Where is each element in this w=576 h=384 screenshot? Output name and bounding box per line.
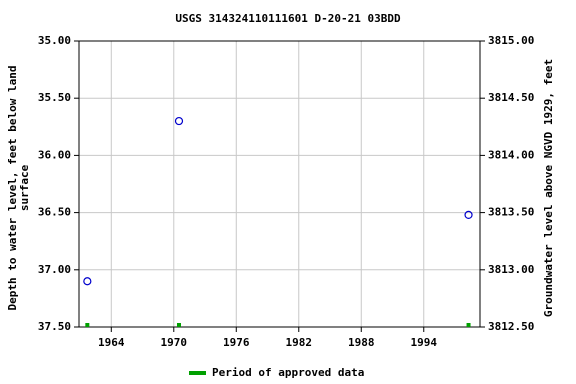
approved-period: [176, 323, 181, 327]
y-tick-label: 37.00: [38, 263, 71, 276]
y2-tick-label: 3813.50: [488, 206, 534, 219]
x-tick-label: 1994: [411, 336, 438, 349]
approved-period: [466, 323, 471, 327]
y-tick-label: 36.50: [38, 206, 71, 219]
y2-tick-label: 3814.50: [488, 91, 534, 104]
x-tick-label: 1964: [98, 336, 125, 349]
y2-tick-label: 3812.50: [488, 320, 534, 333]
chart-title: USGS 314324110111601 D-20-21 03BDD: [175, 12, 401, 25]
y2-tick-label: 3813.00: [488, 263, 534, 276]
plot-frame: [78, 40, 481, 328]
x-tick-label: 1988: [348, 336, 375, 349]
data-point: [174, 116, 184, 126]
y-tick-label: 37.50: [38, 320, 71, 333]
y2-tick-label: 3815.00: [488, 34, 534, 47]
plot-area: [79, 41, 480, 327]
x-tick-label: 1976: [223, 336, 250, 349]
legend-label: Period of approved data: [212, 366, 364, 379]
y-axis-label: surface: [18, 164, 31, 211]
y2-tick-label: 3814.00: [488, 148, 534, 161]
data-point: [83, 277, 92, 286]
y-tick-label: 35.00: [38, 34, 71, 47]
y2-axis-label: Groundwater level above NGVD 1929, feet: [542, 59, 555, 317]
x-tick-label: 1970: [161, 336, 188, 349]
y-tick-label: 36.00: [38, 148, 71, 161]
y-tick-label: 35.50: [38, 91, 71, 104]
x-tick-label: 1982: [286, 336, 313, 349]
approved-period: [85, 323, 90, 327]
data-point: [464, 210, 473, 219]
y-axis-label: Depth to water level, feet below land: [6, 65, 19, 310]
